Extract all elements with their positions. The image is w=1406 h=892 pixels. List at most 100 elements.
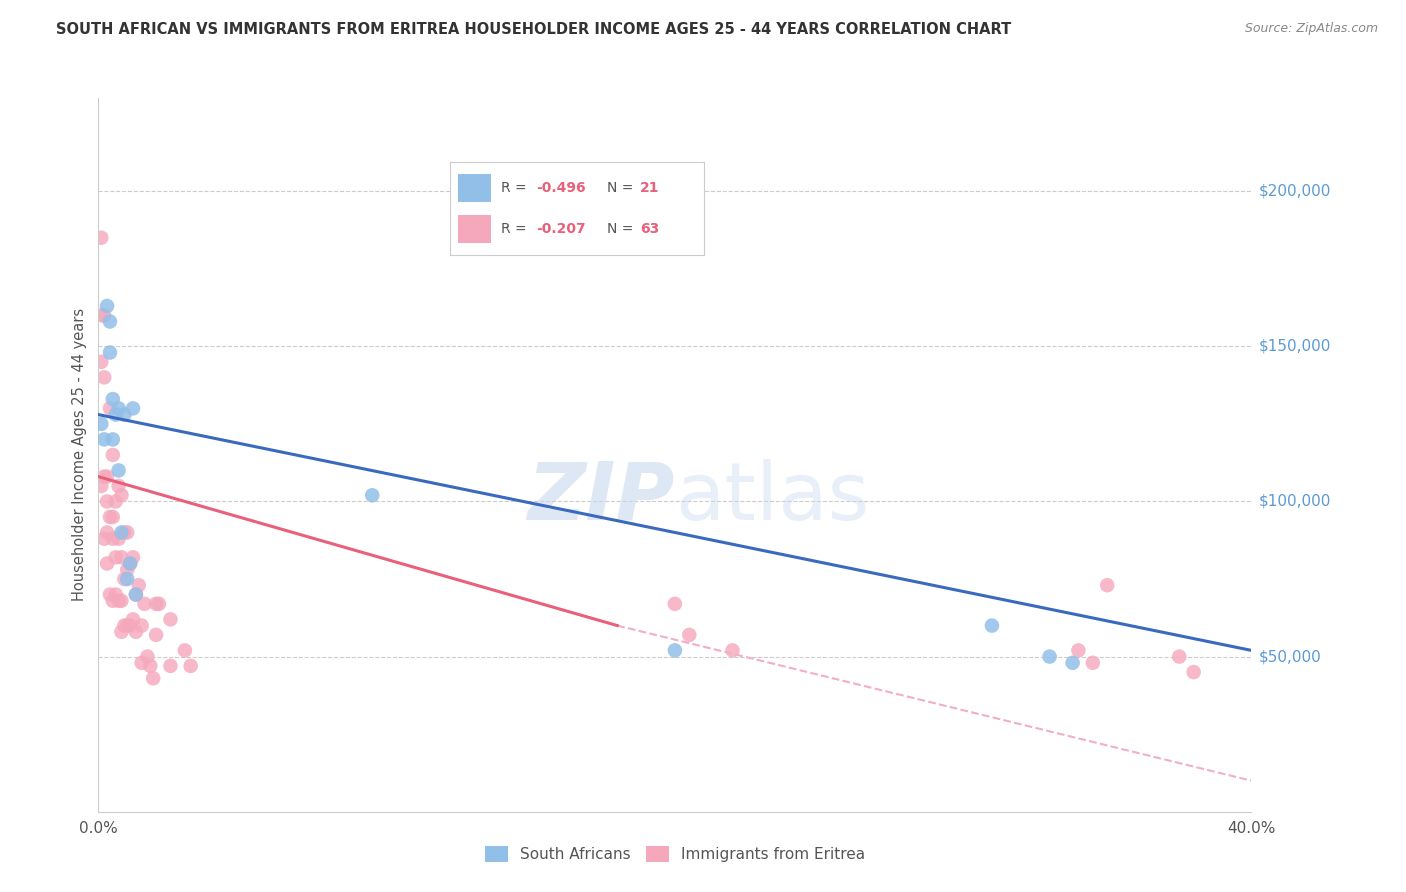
Point	[107, 401, 129, 416]
Text: atlas: atlas	[675, 458, 869, 537]
Point	[93, 469, 115, 483]
Point	[122, 612, 145, 626]
Point	[107, 479, 129, 493]
Point	[112, 408, 135, 422]
Point	[145, 597, 167, 611]
Point	[112, 572, 135, 586]
Text: $200,000: $200,000	[1258, 184, 1330, 199]
Point	[120, 557, 142, 571]
Point	[1062, 656, 1084, 670]
Point	[120, 557, 142, 571]
Point	[101, 510, 124, 524]
Point	[98, 345, 121, 359]
Point	[110, 593, 132, 607]
Point	[125, 588, 148, 602]
Point	[125, 624, 148, 639]
Text: N =: N =	[607, 181, 638, 195]
Point	[1038, 649, 1062, 664]
Point	[145, 628, 167, 642]
FancyBboxPatch shape	[458, 215, 491, 243]
Point	[122, 401, 145, 416]
Text: $100,000: $100,000	[1258, 494, 1330, 509]
Point	[96, 525, 118, 540]
Legend: South Africans, Immigrants from Eritrea: South Africans, Immigrants from Eritrea	[478, 840, 872, 868]
Point	[90, 308, 112, 322]
Point	[96, 494, 118, 508]
Point	[664, 597, 686, 611]
Point	[101, 392, 124, 406]
Text: -0.207: -0.207	[536, 222, 586, 236]
Point	[96, 299, 118, 313]
Point	[174, 643, 197, 657]
Point	[93, 433, 115, 447]
Point	[139, 659, 162, 673]
Point	[107, 463, 129, 477]
Point	[142, 671, 165, 685]
Point	[117, 525, 138, 540]
Point	[98, 588, 121, 602]
Point	[98, 401, 121, 416]
Point	[1081, 656, 1104, 670]
Point	[93, 308, 115, 322]
Text: -0.496: -0.496	[536, 181, 586, 195]
Text: R =: R =	[501, 181, 531, 195]
Point	[93, 532, 115, 546]
Point	[678, 628, 700, 642]
Point	[1067, 643, 1090, 657]
FancyBboxPatch shape	[458, 175, 491, 202]
Point	[361, 488, 384, 502]
Point	[93, 370, 115, 384]
Text: $150,000: $150,000	[1258, 339, 1330, 354]
Point	[1168, 649, 1191, 664]
Point	[136, 649, 159, 664]
Text: SOUTH AFRICAN VS IMMIGRANTS FROM ERITREA HOUSEHOLDER INCOME AGES 25 - 44 YEARS C: SOUTH AFRICAN VS IMMIGRANTS FROM ERITREA…	[56, 22, 1011, 37]
Point	[104, 494, 127, 508]
Text: N =: N =	[607, 222, 638, 236]
Text: 21: 21	[640, 181, 659, 195]
Point	[107, 532, 129, 546]
Point	[117, 618, 138, 632]
Point	[112, 618, 135, 632]
Point	[131, 656, 153, 670]
Text: R =: R =	[501, 222, 531, 236]
Point	[110, 550, 132, 565]
Point	[128, 578, 150, 592]
Point	[104, 408, 127, 422]
Point	[125, 588, 148, 602]
Point	[110, 525, 132, 540]
Point	[131, 618, 153, 632]
Point	[981, 618, 1004, 632]
Text: ZIP: ZIP	[527, 458, 675, 537]
Point	[107, 593, 129, 607]
Point	[101, 433, 124, 447]
Point	[101, 532, 124, 546]
Point	[98, 510, 121, 524]
Point	[90, 417, 112, 431]
Text: 63: 63	[640, 222, 659, 236]
Point	[90, 231, 112, 245]
Point	[1182, 665, 1205, 679]
Point	[90, 479, 112, 493]
Point	[96, 557, 118, 571]
Point	[134, 597, 156, 611]
Point	[90, 355, 112, 369]
Point	[117, 572, 138, 586]
Point	[721, 643, 744, 657]
Point	[96, 469, 118, 483]
Point	[110, 624, 132, 639]
Point	[120, 618, 142, 632]
Point	[104, 588, 127, 602]
Point	[159, 612, 181, 626]
Point	[159, 659, 181, 673]
Point	[98, 314, 121, 328]
Point	[101, 448, 124, 462]
Point	[104, 550, 127, 565]
Point	[180, 659, 202, 673]
Point	[664, 643, 686, 657]
Point	[117, 563, 138, 577]
Point	[1097, 578, 1119, 592]
Point	[148, 597, 170, 611]
Text: Source: ZipAtlas.com: Source: ZipAtlas.com	[1244, 22, 1378, 36]
Text: $50,000: $50,000	[1258, 649, 1322, 664]
Point	[112, 525, 135, 540]
